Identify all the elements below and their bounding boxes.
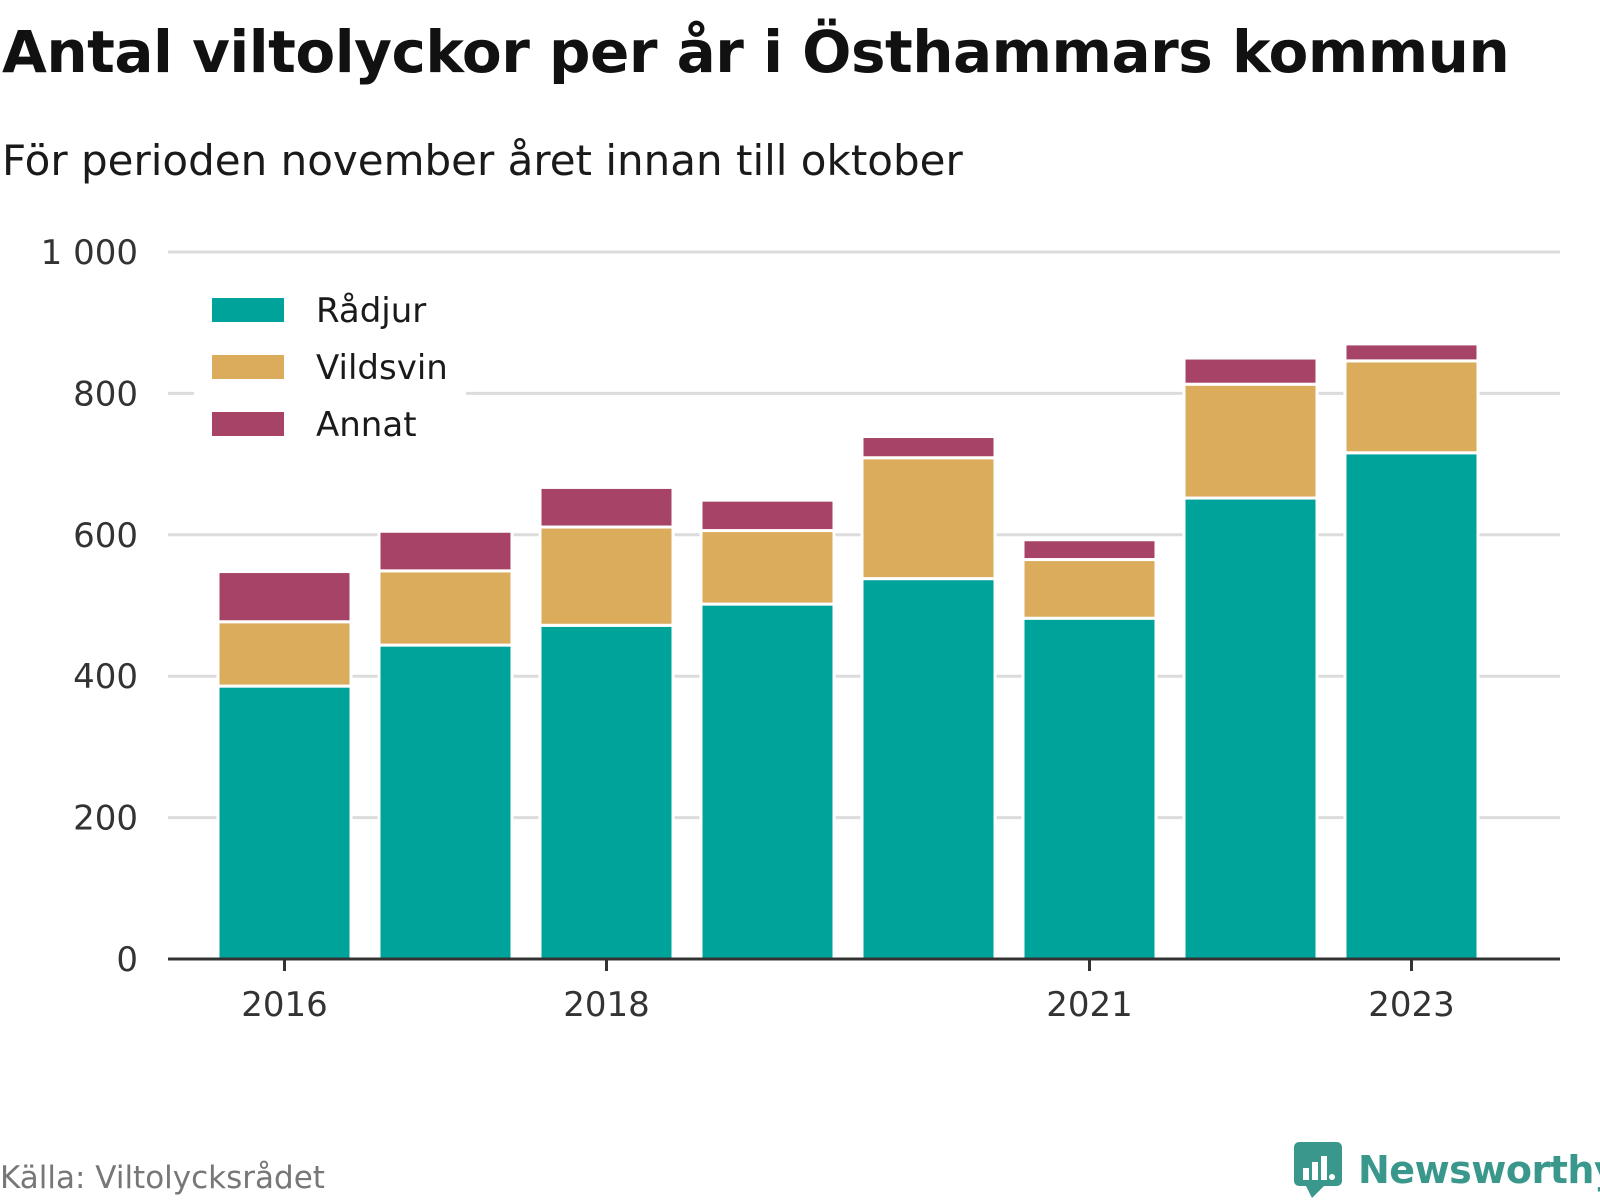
bar-segment	[538, 623, 675, 961]
x-axis: 2016 2018 2021 2023	[168, 957, 1560, 1025]
bar-segment	[1021, 538, 1158, 562]
brand-logo: Newsworthy	[1294, 1142, 1600, 1198]
legend-swatch	[212, 355, 284, 379]
bar-segment	[699, 529, 836, 606]
legend-label: Rådjur	[316, 291, 426, 331]
y-axis-ticks: 0 200 400 600 800 1 000	[41, 233, 138, 980]
bar-segment	[377, 529, 514, 573]
legend-swatch	[212, 412, 284, 436]
bars	[216, 342, 1480, 961]
bar-segment	[1182, 382, 1319, 500]
y-tick-label: 0	[116, 940, 138, 980]
bar-segment	[1182, 356, 1319, 386]
stacked-bar-chart: 0 200 400 600 800 1 000 2016 2018 2021 2023 Rådj…	[41, 233, 1560, 1025]
bar-segment	[377, 569, 514, 647]
bar-segment	[1343, 451, 1480, 961]
chart-subtitle: För perioden november året innan till ok…	[2, 136, 963, 185]
bar-segment	[538, 485, 675, 529]
y-tick-label: 800	[73, 374, 138, 414]
brand-name: Newsworthy	[1358, 1148, 1600, 1192]
bar-segment	[860, 456, 997, 581]
bar-segment	[699, 602, 836, 961]
bar-segment	[860, 435, 997, 460]
x-tick-label: 2023	[1368, 985, 1455, 1025]
y-tick-label: 600	[73, 516, 138, 556]
bar-segment	[1343, 342, 1480, 363]
bar-segment	[216, 620, 353, 688]
y-tick-label: 1 000	[41, 233, 138, 273]
bar-segment	[1021, 558, 1158, 620]
legend-label: Vildsvin	[316, 348, 448, 388]
legend-swatch	[212, 298, 284, 322]
bar-segment	[377, 643, 514, 961]
y-tick-label: 200	[73, 799, 138, 839]
bar-segment	[216, 684, 353, 961]
bar-segment	[1021, 616, 1158, 961]
bar-segment	[860, 577, 997, 961]
newsworthy-logo-icon	[1294, 1142, 1342, 1198]
source-note: Källa: Viltolycksrådet	[0, 1160, 325, 1196]
legend: Rådjur Vildsvin Annat	[194, 280, 466, 456]
legend-label: Annat	[316, 405, 417, 445]
x-tick-label: 2018	[563, 985, 650, 1025]
x-tick-label: 2021	[1046, 985, 1133, 1025]
bar-segment	[1343, 359, 1480, 455]
bar-segment	[699, 498, 836, 533]
bar-segment	[216, 570, 353, 624]
bar-segment	[538, 525, 675, 627]
chart-title: Antal viltolyckor per år i Östhammars ko…	[2, 18, 1510, 86]
x-tick-label: 2016	[241, 985, 328, 1025]
y-tick-label: 400	[73, 657, 138, 697]
bar-segment	[1182, 496, 1319, 961]
